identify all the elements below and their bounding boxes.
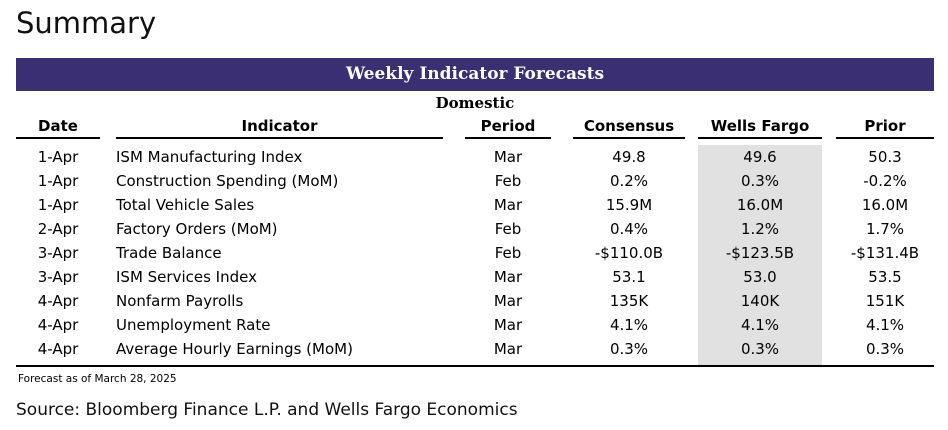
- consensus-cell: -$110.0B: [594, 244, 664, 262]
- prior-cell: 53.5: [868, 268, 902, 286]
- wells-fargo-cell: 0.3%: [740, 340, 780, 358]
- wells-fargo-cell: -$123.5B: [725, 244, 795, 262]
- indicator-cell: Average Hourly Earnings (MoM): [116, 340, 353, 358]
- indicator-cell: Factory Orders (MoM): [116, 220, 278, 238]
- wells-fargo-cell: 4.1%: [740, 316, 780, 334]
- source-note: Source: Bloomberg Finance L.P. and Wells…: [16, 400, 518, 420]
- date-cell: 4-Apr: [37, 316, 79, 334]
- consensus-cell: 53.1: [612, 268, 646, 286]
- prior-cell: 151K: [865, 292, 905, 310]
- column-header-date: Date: [16, 116, 100, 139]
- column-header-indicator: Indicator: [116, 116, 443, 139]
- wells-fargo-column-highlight: [698, 145, 822, 365]
- date-cell: 1-Apr: [37, 172, 79, 190]
- period-cell: Mar: [493, 148, 523, 166]
- prior-cell: 0.3%: [865, 340, 905, 358]
- section-label-domestic: Domestic: [435, 94, 515, 112]
- wells-fargo-cell: 49.6: [743, 148, 777, 166]
- period-cell: Mar: [493, 292, 523, 310]
- wells-fargo-cell: 16.0M: [736, 196, 784, 214]
- date-cell: 3-Apr: [37, 244, 79, 262]
- consensus-cell: 0.4%: [609, 220, 649, 238]
- date-cell: 2-Apr: [37, 220, 79, 238]
- table-row: 3-Apr ISM Services Index Mar 53.1 53.0 5…: [0, 265, 948, 289]
- column-header-period: Period: [465, 116, 551, 139]
- table-row: 4-Apr Nonfarm Payrolls Mar 135K 140K 151…: [0, 289, 948, 313]
- period-cell: Mar: [493, 340, 523, 358]
- indicator-cell: Construction Spending (MoM): [116, 172, 339, 190]
- table-row: 2-Apr Factory Orders (MoM) Feb 0.4% 1.2%…: [0, 217, 948, 241]
- date-cell: 4-Apr: [37, 292, 79, 310]
- prior-cell: 1.7%: [865, 220, 905, 238]
- prior-cell: 4.1%: [865, 316, 905, 334]
- consensus-cell: 135K: [609, 292, 649, 310]
- table-row: 1-Apr Construction Spending (MoM) Feb 0.…: [0, 169, 948, 193]
- consensus-cell: 0.3%: [609, 340, 649, 358]
- period-cell: Feb: [494, 172, 522, 190]
- prior-cell: -0.2%: [863, 172, 907, 190]
- prior-cell: -$131.4B: [850, 244, 920, 262]
- table-title-banner: Weekly Indicator Forecasts: [16, 58, 934, 91]
- indicator-cell: Trade Balance: [116, 244, 222, 262]
- table-row: 3-Apr Trade Balance Feb -$110.0B -$123.5…: [0, 241, 948, 265]
- indicator-table-body: 1-Apr ISM Manufacturing Index Mar 49.8 4…: [0, 145, 948, 361]
- indicator-cell: Total Vehicle Sales: [116, 196, 255, 214]
- date-cell: 1-Apr: [37, 148, 79, 166]
- indicator-cell: ISM Services Index: [116, 268, 257, 286]
- indicator-cell: ISM Manufacturing Index: [116, 148, 303, 166]
- period-cell: Feb: [494, 244, 522, 262]
- date-cell: 1-Apr: [37, 196, 79, 214]
- wells-fargo-cell: 53.0: [743, 268, 777, 286]
- indicator-cell: Unemployment Rate: [116, 316, 271, 334]
- table-row: 1-Apr ISM Manufacturing Index Mar 49.8 4…: [0, 145, 948, 169]
- date-cell: 3-Apr: [37, 268, 79, 286]
- table-row: 4-Apr Average Hourly Earnings (MoM) Mar …: [0, 337, 948, 361]
- table-row: 1-Apr Total Vehicle Sales Mar 15.9M 16.0…: [0, 193, 948, 217]
- forecast-date-footnote: Forecast as of March 28, 2025: [18, 373, 177, 385]
- period-cell: Mar: [493, 316, 523, 334]
- column-header-prior: Prior: [836, 116, 934, 139]
- consensus-cell: 4.1%: [609, 316, 649, 334]
- consensus-cell: 15.9M: [605, 196, 653, 214]
- page-title: Summary: [16, 6, 157, 40]
- period-cell: Mar: [493, 196, 523, 214]
- consensus-cell: 49.8: [612, 148, 646, 166]
- table-bottom-rule: [16, 365, 934, 367]
- period-cell: Feb: [494, 220, 522, 238]
- wells-fargo-cell: 1.2%: [740, 220, 780, 238]
- column-header-wells-fargo: Wells Fargo: [698, 116, 822, 139]
- date-cell: 4-Apr: [37, 340, 79, 358]
- indicator-cell: Nonfarm Payrolls: [116, 292, 244, 310]
- consensus-cell: 0.2%: [609, 172, 649, 190]
- wells-fargo-cell: 0.3%: [740, 172, 780, 190]
- period-cell: Mar: [493, 268, 523, 286]
- table-row: 4-Apr Unemployment Rate Mar 4.1% 4.1% 4.…: [0, 313, 948, 337]
- wells-fargo-cell: 140K: [740, 292, 780, 310]
- prior-cell: 16.0M: [861, 196, 909, 214]
- prior-cell: 50.3: [868, 148, 902, 166]
- column-header-consensus: Consensus: [573, 116, 685, 139]
